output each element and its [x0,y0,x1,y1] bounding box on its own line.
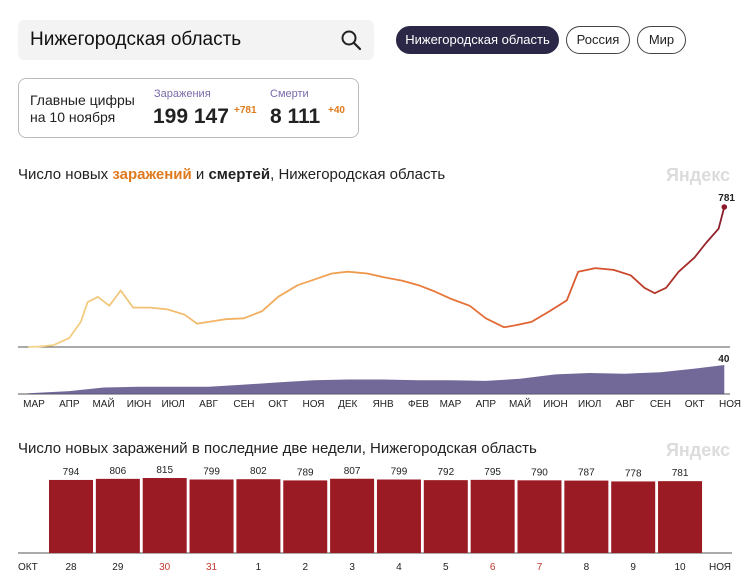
search-icon[interactable] [340,29,362,51]
x-tick-label: 8 [584,562,590,573]
bar-value-label: 792 [437,467,454,478]
x-tick-label: АВГ [616,399,635,410]
month-label-left: ОКТ [18,562,38,573]
x-tick-label: 30 [159,562,171,573]
chart1-title: Число новых заражений и смертей, Нижегор… [18,166,446,183]
deaths-value: 8 111 [270,105,321,128]
x-tick-label: СЕН [650,399,671,410]
x-tick-label: 10 [674,562,686,573]
x-tick-label: 1 [256,562,262,573]
bar-value-label: 799 [391,466,408,477]
bar[interactable] [236,479,281,553]
bar-value-label: 815 [156,465,173,476]
bar[interactable] [95,478,140,553]
summary-card: Главные цифры на 10 ноября Заражения 199… [18,78,359,138]
x-tick-label: 6 [490,562,496,573]
series-deaths-area [28,365,725,394]
chart2-watermark: Яндекс [665,440,730,460]
tab-world[interactable]: Мир [637,26,686,54]
infections-last-label: 781 [718,193,735,204]
chart1-title-deaths: смертей [208,166,271,183]
bar-value-label: 802 [250,466,267,477]
bar-value-label: 807 [344,466,361,477]
bar-value-label: 806 [110,466,127,477]
chart2-title: Число новых заражений в последние две не… [18,440,537,457]
month-label-right: НОЯ [709,562,731,573]
summary-title: Главные цифры на 10 ноября [30,92,135,125]
series-infections-line [28,206,726,348]
x-tick-label: ИЮЛ [161,399,184,410]
x-tick-label: ИЮЛ [578,399,601,410]
x-tick-label: ОКТ [685,399,705,410]
x-tick-label: НОЯ [303,399,325,410]
x-tick-label: 4 [396,562,402,573]
deaths-delta: +40 [328,105,345,116]
bar-value-label: 795 [484,467,501,478]
x-tick-label: АПР [476,399,497,410]
x-tick-label: АВГ [199,399,218,410]
bar-value-label: 781 [672,468,689,479]
bar-value-label: 778 [625,468,642,479]
x-tick-label: 7 [537,562,543,573]
x-tick-label: 5 [443,562,449,573]
x-tick-label: АПР [59,399,80,410]
bar[interactable] [611,481,656,553]
infections-delta: +781 [234,105,257,116]
x-tick-label: МАР [23,399,45,410]
deaths-label: Смерти [270,88,309,100]
x-tick-label: ОКТ [268,399,288,410]
x-tick-label: 9 [630,562,636,573]
deaths-last-label: 40 [718,354,730,365]
x-tick-label: МАЙ [509,397,531,410]
bar-value-label: 790 [531,467,548,478]
x-tick-label: 29 [112,562,124,573]
x-tick-label: 31 [206,562,218,573]
bar-value-label: 794 [63,467,80,478]
search-box[interactable]: Нижегородская область [18,20,374,60]
x-tick-label: ФЕВ [408,399,429,410]
bar[interactable] [376,479,421,553]
chart1-watermark: Яндекс [665,165,730,185]
bar[interactable] [142,478,187,553]
bar[interactable] [470,479,515,553]
bar[interactable] [423,480,468,553]
bar-value-label: 787 [578,468,595,479]
x-tick-label: СЕН [233,399,254,410]
bar[interactable] [189,479,234,553]
x-tick-label: МАЙ [92,397,114,410]
x-tick-label: 3 [349,562,355,573]
x-tick-label: ЯНВ [373,399,394,410]
infections-label: Заражения [154,88,211,100]
chart1-title-infections: заражений [112,166,192,183]
x-tick-label: 2 [302,562,308,573]
x-tick-label: ДЕК [338,399,357,410]
bar[interactable] [564,480,609,553]
bar[interactable] [283,480,328,553]
infections-last-point [721,204,728,210]
bar[interactable] [517,480,562,553]
tab-region[interactable]: Нижегородская область [396,26,559,54]
bar-value-label: 789 [297,467,314,478]
bar[interactable] [330,478,375,553]
tab-russia[interactable]: Россия [566,26,630,54]
bar[interactable] [49,479,93,553]
search-input[interactable]: Нижегородская область [30,29,242,50]
chart1-svg: МАР АПР МАЙ ИЮН ИЮЛ АВГ СЕН ОКТ НОЯ ДЕК ЯНВ ФЕВ МАР А… [18,193,741,410]
chart2-svg: 7942880629815307993180217892807379947925… [18,465,732,573]
x-tick-label: МАР [440,399,462,410]
x-tick-label: ИЮН [543,399,568,410]
x-tick-label: ИЮН [127,399,152,410]
x-tick-label: НОЯ [719,399,741,410]
infections-value: 199 147 [153,105,229,128]
bar[interactable] [658,481,703,553]
x-tick-label: 28 [65,562,77,573]
bar-value-label: 799 [203,466,220,477]
